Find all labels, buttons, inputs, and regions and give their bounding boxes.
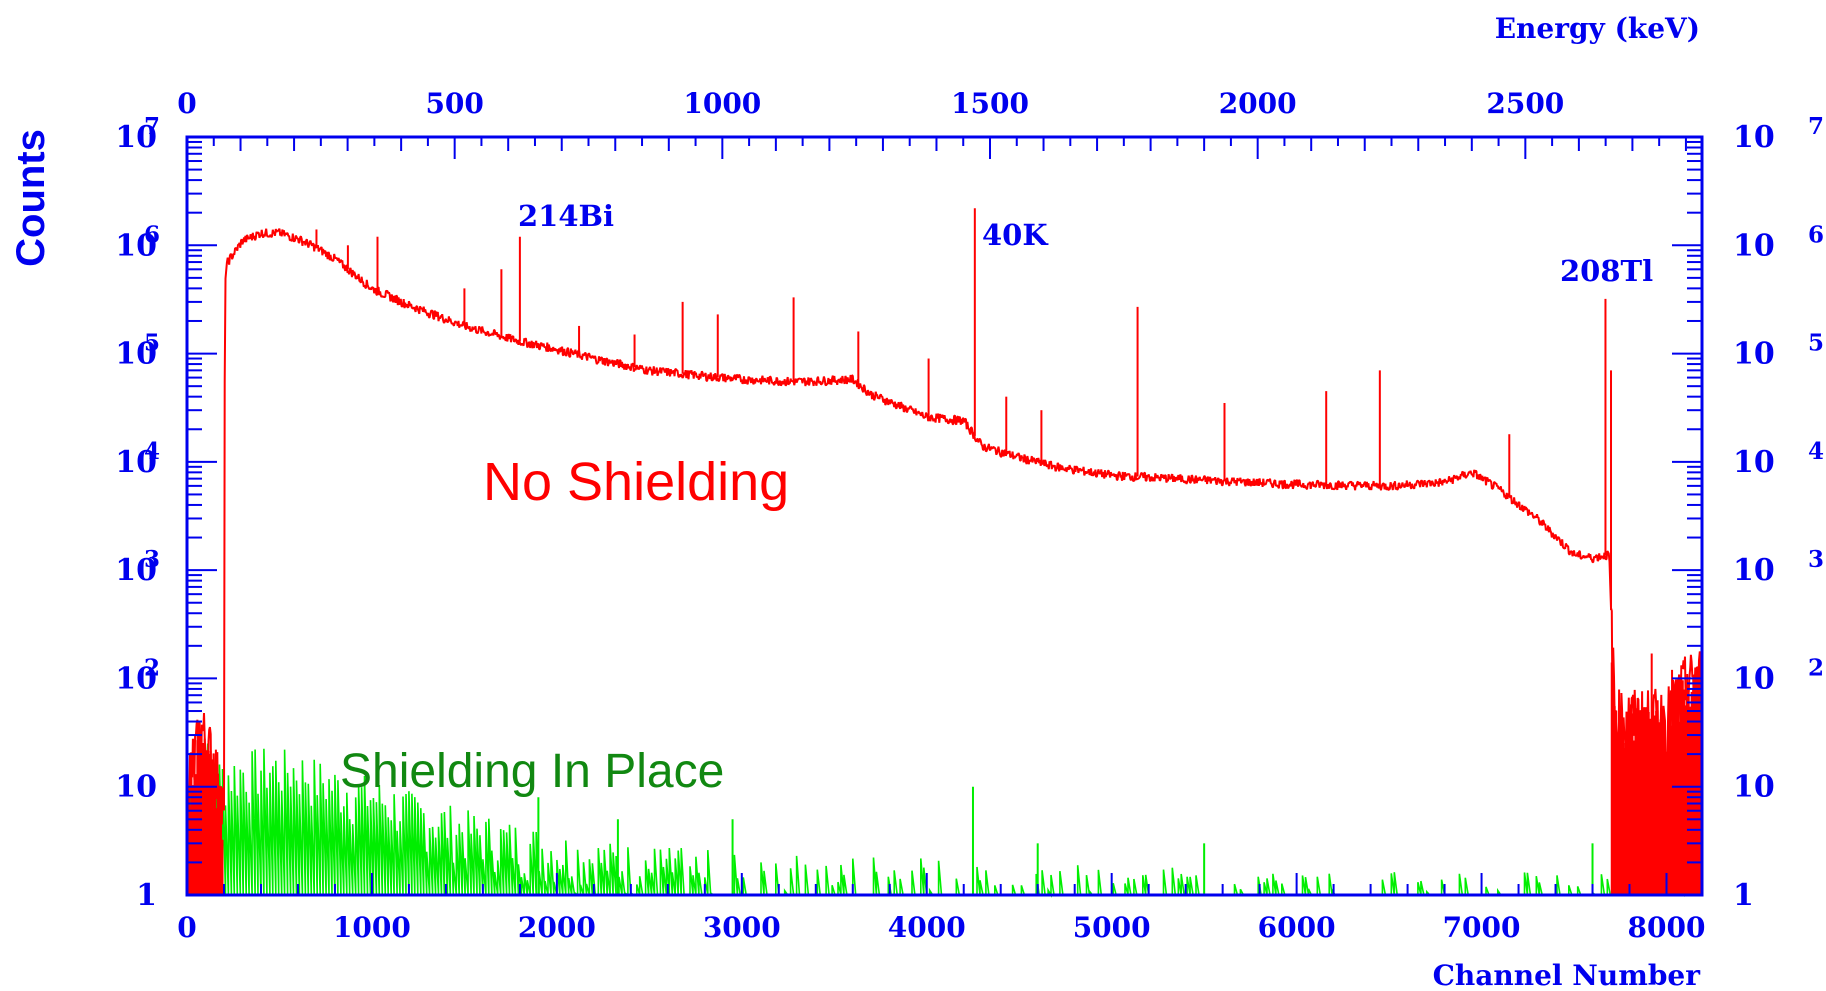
right-tick-exp-0: 7 [1808, 113, 1824, 140]
top-tick-label-1: 500 [425, 87, 483, 120]
right-tick-label-5: 10 [1733, 661, 1775, 696]
left-tick-exp-2: 5 [144, 330, 160, 357]
bottom-tick-label-5: 5000 [1073, 911, 1151, 944]
no-shielding-spectrum [186, 228, 1703, 872]
right-tick-label-1: 10 [1733, 228, 1775, 263]
label-no-shielding: No Shielding [483, 452, 789, 512]
left-tick-label-3: 10 [115, 445, 157, 480]
bottom-tick-label-6: 6000 [1258, 911, 1336, 944]
label-214bi: 214Bi [518, 199, 614, 233]
y-axis-title: Counts [9, 129, 53, 267]
right-tick-exp-4: 3 [1808, 546, 1824, 573]
top-tick-label-5: 2500 [1486, 87, 1564, 120]
bottom-tick-label-3: 3000 [703, 911, 781, 944]
top-axis-title: Energy (keV) [1495, 12, 1700, 45]
left-tick-label-0: 10 [115, 120, 157, 155]
label-208tl: 208Tl [1560, 254, 1653, 288]
bottom-tick-label-2: 2000 [518, 911, 596, 944]
top-tick-label-2: 1000 [683, 87, 761, 120]
right-tick-label-4: 10 [1733, 553, 1775, 588]
top-tick-label-3: 1500 [951, 87, 1029, 120]
left-tick-label-7: 1 [136, 878, 157, 913]
left-tick-label-5: 10 [115, 661, 157, 696]
plot-frame [185, 135, 1704, 897]
bottom-tick-label-0: 0 [177, 911, 196, 944]
left-tick-label-6: 10 [115, 770, 157, 805]
bottom-tick-label-8: 8000 [1628, 911, 1706, 944]
right-tick-label-0: 10 [1733, 120, 1775, 155]
left-tick-label-4: 10 [115, 553, 157, 588]
right-tick-exp-2: 5 [1808, 330, 1824, 357]
right-tick-label-6: 10 [1733, 770, 1775, 805]
right-tick-exp-5: 2 [1808, 654, 1824, 681]
axis-layer: 0 1000 2000 3000 4000 5000 6000 7000 8000 0 500 100… [115, 87, 1824, 944]
right-tick-exp-3: 4 [1808, 438, 1824, 465]
top-tick-label-0: 0 [177, 87, 196, 120]
left-tick-exp-3: 4 [144, 438, 160, 465]
bottom-tick-label-4: 4000 [888, 911, 966, 944]
left-tick-label-2: 10 [115, 337, 157, 372]
bottom-tick-label-7: 7000 [1443, 911, 1521, 944]
label-shielding-in-place: Shielding In Place [340, 745, 724, 798]
bottom-axis-title: Channel Number [1433, 959, 1702, 991]
left-tick-exp-4: 3 [144, 546, 160, 573]
right-tick-exp-1: 6 [1808, 221, 1824, 248]
left-tick-exp-0: 7 [144, 113, 160, 140]
right-tick-label-7: 1 [1733, 878, 1754, 913]
left-tick-exp-1: 6 [144, 221, 160, 248]
right-tick-label-2: 10 [1733, 337, 1775, 372]
right-tick-label-3: 10 [1733, 445, 1775, 480]
left-tick-label-1: 10 [115, 228, 157, 263]
label-40k: 40K [982, 218, 1049, 252]
left-tick-exp-5: 2 [144, 654, 160, 681]
bottom-tick-label-1: 1000 [333, 911, 411, 944]
top-tick-label-4: 2000 [1219, 87, 1297, 120]
